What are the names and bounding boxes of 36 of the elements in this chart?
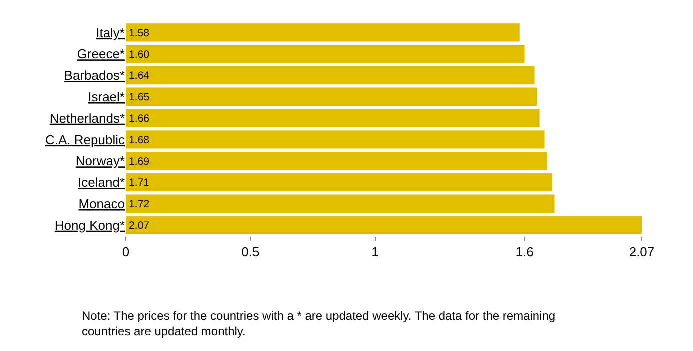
y-tick-label: C.A. Republic (46, 132, 126, 148)
y-tick-label: Barbados* (64, 68, 125, 84)
data-label: 1.66 (129, 112, 150, 125)
text: Note: The prices for the countries with a * are updated weekly. The data for the remaining countries are updated monthly. (82, 309, 556, 339)
data-label: 1.69 (129, 156, 150, 168)
x-tick-label: 2.07 (629, 244, 655, 260)
data-label: 1.68 (129, 134, 150, 146)
data-label: 2.07 (129, 220, 150, 232)
bar (126, 152, 548, 170)
y-tick-label: Greece* (77, 46, 125, 62)
y-tick-label: Norway* (76, 154, 125, 169)
bar (126, 88, 538, 106)
y-tick-label: Israel* (88, 89, 125, 104)
data-label: 1.71 (129, 177, 150, 190)
bar (126, 130, 545, 149)
bar (126, 66, 535, 85)
y-tick-label: Iceland* (78, 175, 125, 190)
y-tick-label: Monaco (78, 196, 125, 212)
data-label: 1.60 (129, 48, 150, 61)
bar (126, 24, 520, 42)
bar (126, 109, 540, 128)
y-tick-label: Hong Kong* (54, 218, 125, 233)
data-label: 1.58 (129, 27, 150, 40)
data-label: 1.72 (129, 198, 150, 211)
x-tick-label: 1 (372, 244, 379, 260)
x-tick-label: 0 (122, 244, 130, 260)
x-tick-label: 1.6 (516, 244, 534, 260)
x-tick-label: 0.5 (242, 244, 260, 260)
bar (126, 173, 552, 192)
bar (126, 194, 555, 213)
y-tick-label: Netherlands* (50, 110, 125, 126)
bar (126, 45, 525, 64)
data-label: 1.65 (129, 92, 150, 104)
data-label: 1.64 (129, 70, 150, 82)
bar (126, 216, 642, 234)
y-tick-label: Italy* (96, 25, 125, 40)
